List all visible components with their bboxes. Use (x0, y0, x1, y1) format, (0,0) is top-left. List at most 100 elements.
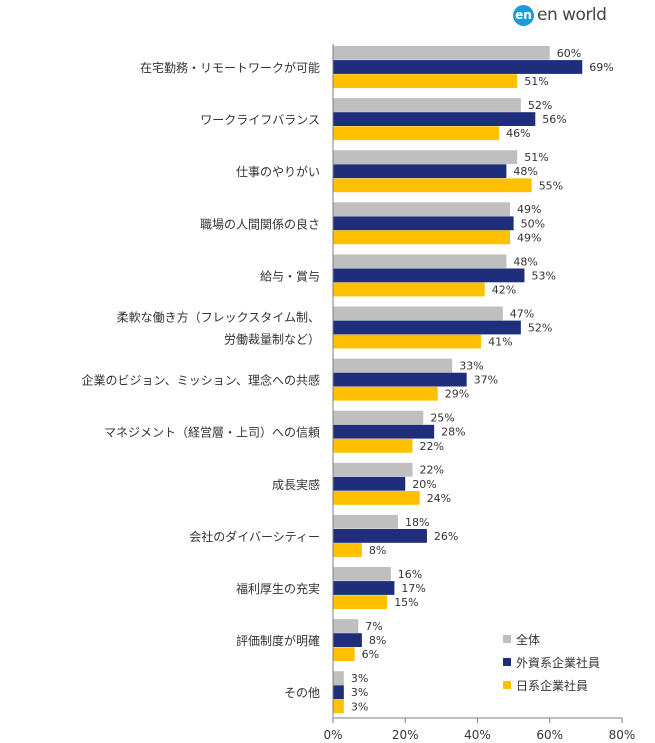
category-label: 仕事のやりがい (236, 164, 320, 179)
x-tick-label: 60% (536, 728, 563, 742)
data-label: 49% (517, 203, 541, 216)
data-label: 15% (394, 596, 418, 609)
data-label: 42% (492, 284, 516, 297)
category-label: ワークライフバランス (200, 113, 320, 127)
data-label: 28% (441, 426, 465, 439)
bar-foreign (333, 633, 362, 647)
data-label: 55% (539, 179, 563, 192)
bar-japanese (333, 647, 355, 662)
bar-all (333, 358, 453, 373)
bar-all (333, 567, 391, 581)
data-label: 22% (419, 464, 443, 477)
data-label: 46% (506, 127, 530, 140)
logo-wordmark: en world (537, 5, 607, 25)
logo-mark-text: en (515, 8, 532, 22)
data-label: 50% (521, 217, 545, 230)
bar-japanese (333, 178, 532, 193)
bar-all (333, 410, 424, 425)
legend-label: 日系企業社員 (516, 678, 588, 693)
category-label: マネジメント（経営層・上司）への信頼 (104, 426, 320, 440)
data-label: 16% (398, 568, 422, 581)
category-label: 労働裁量制など） (224, 333, 320, 347)
category-label: 在宅勤務・リモートワークが可能 (140, 60, 320, 75)
bar-all (333, 254, 507, 269)
category-label: 職場の人間関係の良さ (200, 216, 320, 231)
category-label: 福利厚生の充実 (236, 581, 320, 596)
category-label: 企業のビジョン、ミッション、理念への共感 (81, 373, 320, 388)
data-label: 48% (513, 255, 537, 268)
bar-foreign (333, 60, 583, 74)
category-label: 会社のダイバーシティー (189, 529, 320, 544)
data-label: 7% (365, 620, 382, 633)
category-label: 評価制度が明確 (236, 633, 320, 648)
bar-foreign (333, 372, 467, 387)
bar-foreign (333, 685, 344, 700)
data-label: 49% (517, 231, 541, 244)
bar-all (333, 306, 503, 321)
data-label: 69% (589, 61, 613, 74)
data-label: 51% (524, 75, 548, 88)
category-label: その他 (284, 686, 320, 700)
bar-japanese (333, 126, 500, 141)
bar-japanese (333, 543, 362, 557)
x-tick-label: 80% (609, 728, 636, 742)
bar-japanese (333, 230, 511, 245)
data-label: 48% (513, 165, 537, 178)
data-label: 20% (412, 478, 436, 491)
data-label: 60% (557, 47, 581, 60)
enworld-logo: en en world (513, 4, 607, 26)
data-label: 41% (488, 336, 512, 349)
x-tick-label: 40% (464, 728, 491, 742)
data-label: 53% (531, 269, 555, 282)
data-label: 26% (434, 530, 458, 543)
bar-all (333, 514, 399, 529)
x-tick-label: 0% (323, 728, 342, 742)
bar-foreign (333, 320, 521, 335)
category-label: 成長実感 (272, 477, 320, 492)
bar-foreign (333, 164, 507, 179)
data-label: 6% (362, 648, 379, 661)
bar-all (333, 462, 413, 477)
data-label: 3% (351, 686, 368, 699)
bar-foreign (333, 476, 406, 491)
bar-japanese (333, 699, 344, 714)
data-label: 17% (401, 582, 425, 595)
bar-japanese (333, 334, 482, 349)
data-label: 52% (528, 99, 552, 112)
legend-swatch (503, 681, 511, 689)
data-label: 8% (369, 634, 386, 647)
legend-swatch (503, 635, 511, 643)
legend-swatch (503, 658, 511, 666)
bar-foreign (333, 424, 435, 439)
bar-all (333, 98, 521, 112)
logo-mark: en (513, 4, 534, 26)
bar-japanese (333, 595, 388, 609)
bar-all (333, 150, 518, 164)
data-label: 52% (528, 322, 552, 335)
data-label: 3% (351, 700, 368, 713)
bar-all (333, 46, 550, 60)
bar-japanese (333, 386, 438, 401)
bar-foreign (333, 581, 395, 595)
x-tick-label: 20% (392, 728, 419, 742)
data-label: 18% (405, 516, 429, 529)
data-label: 47% (510, 307, 534, 320)
bar-all (333, 202, 511, 217)
category-label: 柔軟な働き方（フレックスタイム制、 (117, 310, 320, 325)
bar-japanese (333, 282, 485, 297)
bar-foreign (333, 112, 536, 126)
data-label: 56% (542, 113, 566, 126)
bar-japanese (333, 491, 420, 505)
bar-japanese (333, 74, 518, 88)
data-label: 24% (427, 492, 451, 505)
data-label: 37% (474, 374, 498, 387)
bar-all (333, 619, 359, 633)
data-label: 25% (430, 412, 454, 425)
bar-foreign (333, 529, 427, 543)
data-label: 51% (524, 151, 548, 164)
legend-label: 外資系企業社員 (516, 655, 600, 670)
bar-foreign (333, 216, 514, 231)
data-label: 22% (419, 440, 443, 453)
